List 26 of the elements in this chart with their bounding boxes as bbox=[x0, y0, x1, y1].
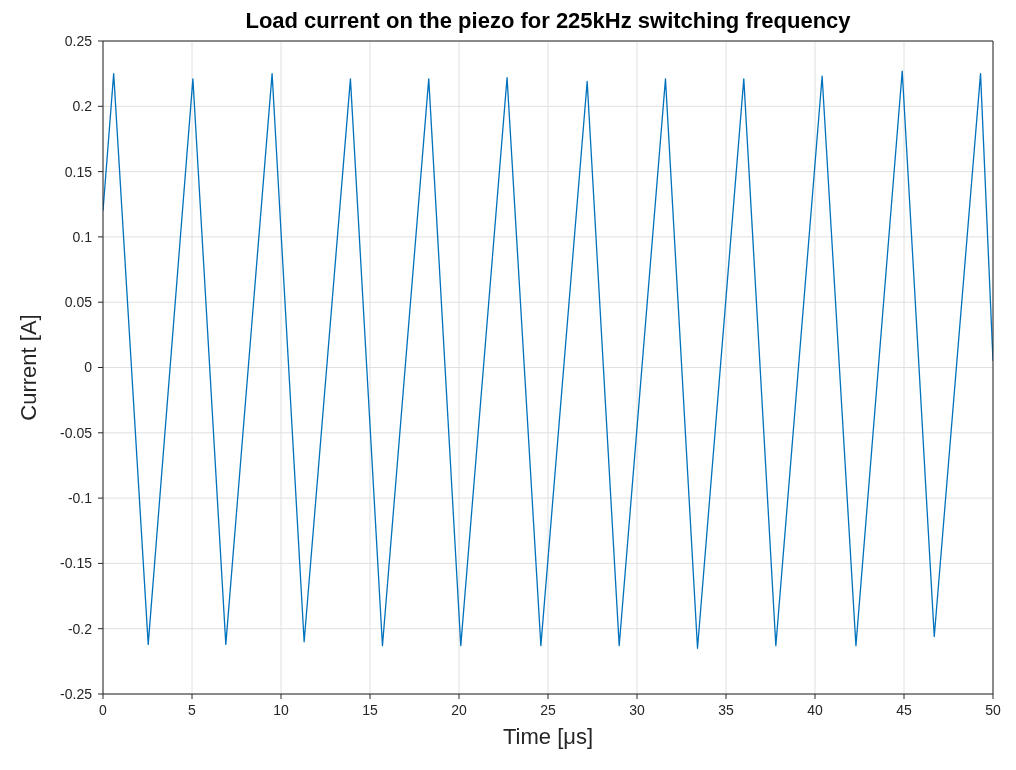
y-tick-label: 0.1 bbox=[72, 228, 93, 245]
x-tick-label: 35 bbox=[718, 701, 734, 718]
x-tick-label: 25 bbox=[540, 701, 556, 718]
x-tick-label: 30 bbox=[629, 701, 645, 718]
line-series bbox=[103, 70, 993, 649]
y-tick-label: 0.05 bbox=[64, 294, 93, 311]
y-tick-label: -0.15 bbox=[60, 555, 93, 572]
x-tick-label: 20 bbox=[451, 701, 467, 718]
y-tick-label: 0.15 bbox=[64, 163, 93, 180]
y-axis-title: Current [A] bbox=[15, 314, 41, 421]
y-tick-label: -0.2 bbox=[67, 620, 93, 637]
y-tick-label: 0.2 bbox=[72, 98, 93, 115]
x-tick-label: 45 bbox=[896, 701, 912, 718]
x-tick-label: 40 bbox=[807, 701, 823, 718]
y-tick-label: 0.25 bbox=[64, 32, 93, 49]
x-tick-label: 10 bbox=[273, 701, 289, 718]
y-tick-label: -0.1 bbox=[67, 490, 93, 507]
x-axis-title: Time [μs] bbox=[502, 724, 594, 749]
x-tick-label: 0 bbox=[99, 701, 108, 718]
x-tick-label: 15 bbox=[362, 701, 378, 718]
x-tick-label: 5 bbox=[188, 701, 197, 718]
y-tick-label: 0 bbox=[84, 359, 93, 376]
y-tick-label: -0.25 bbox=[60, 685, 93, 702]
y-tick-label: -0.05 bbox=[60, 424, 93, 441]
chart-title: Load current on the piezo for 225kHz switching frequency bbox=[244, 8, 852, 34]
x-tick-label: 50 bbox=[985, 701, 1001, 718]
